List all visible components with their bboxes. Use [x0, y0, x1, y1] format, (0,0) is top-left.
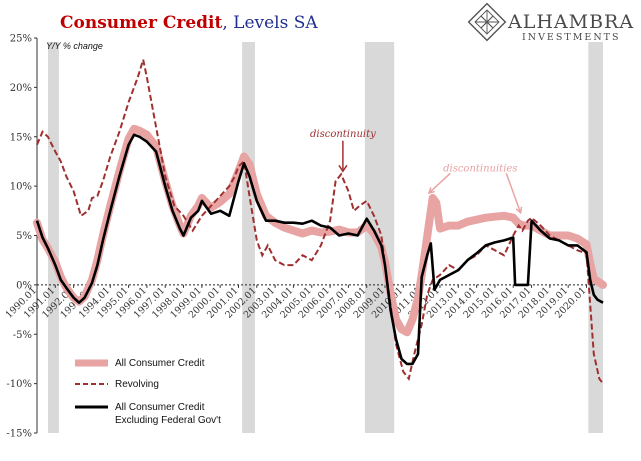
annotation-arrowhead [427, 187, 435, 195]
legend-label-excl-fed: All Consumer Credit Excluding Federal Go… [115, 402, 221, 426]
series-excl-federal [35, 133, 604, 366]
y-tick-label: -15% [6, 429, 32, 440]
y-tick-label: 15% [10, 132, 32, 143]
annotation-arrow [505, 173, 522, 214]
y-tick-label: 0% [16, 280, 32, 291]
series-lines [33, 59, 607, 385]
recession-bar-1 [242, 42, 255, 433]
diamond-lattice-icon [467, 2, 507, 42]
annotation-discontinuity: discontinuity [310, 129, 376, 140]
title-rest: , Levels SA [222, 13, 318, 33]
annotation-arrowhead [515, 206, 523, 215]
chart-title: Consumer Credit, Levels SA [60, 13, 318, 33]
y-tick-label: 25% [10, 34, 32, 45]
logo-tagline: INVESTMENTS [522, 32, 621, 43]
y-tick-label: -5% [13, 330, 32, 341]
y-tick-label: -10% [6, 379, 32, 390]
legend-label-revolving: Revolving [115, 379, 159, 390]
logo-name: ALHAMBRA [507, 11, 634, 33]
recession-bar-0 [47, 42, 59, 433]
y-tick-label: 20% [10, 83, 32, 94]
series-revolving [36, 59, 604, 385]
legend: All Consumer Credit Revolving All Consum… [75, 358, 221, 426]
recession-shading [47, 42, 603, 433]
y-tick-label: 5% [16, 231, 32, 242]
annotation-discontinuities: discontinuities [443, 163, 517, 174]
legend-label-all: All Consumer Credit [115, 358, 205, 369]
legend-label-excl-fed-line1: All Consumer Credit [115, 402, 205, 413]
annotation-arrowhead [338, 164, 348, 173]
series-all-consumer-credit [33, 124, 607, 337]
unit-label: Y/Y % change [46, 41, 103, 51]
annotations: discontinuity discontinuities [310, 129, 523, 215]
annotation-arrow [428, 172, 451, 194]
title-bold: Consumer Credit [60, 13, 222, 33]
y-tick-label: 10% [10, 182, 32, 193]
recession-bar-3 [588, 42, 603, 433]
legend-label-excl-fed-line2: Excluding Federal Gov't [115, 415, 221, 426]
